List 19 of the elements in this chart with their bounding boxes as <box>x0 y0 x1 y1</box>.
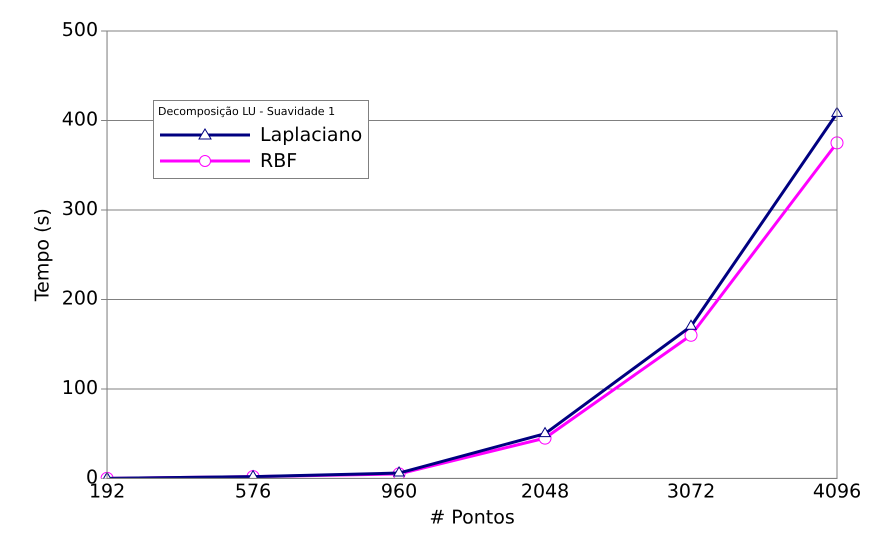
point <box>539 427 551 438</box>
x-tick-label: 960 <box>380 480 418 503</box>
y-tick-label: 200 <box>62 287 98 310</box>
x-tick-label: 4096 <box>812 480 862 503</box>
x-tick-label: 2048 <box>520 480 570 503</box>
y-tick-label: 100 <box>62 376 98 399</box>
y-tick-label: 400 <box>62 108 98 130</box>
y-tick-label: 500 <box>62 18 98 41</box>
point <box>684 328 698 342</box>
legend-label: Laplaciano <box>260 124 362 146</box>
x-axis-title: # Pontos <box>429 506 515 529</box>
y-axis-title: Tempo (s) <box>31 208 54 302</box>
legend-label: RBF <box>260 150 298 172</box>
point <box>830 136 844 150</box>
point <box>685 320 697 330</box>
x-tick-label: 576 <box>234 480 272 503</box>
y-tick-label: 300 <box>62 198 98 220</box>
x-tick-label: 3072 <box>666 480 716 503</box>
legend-title: Decomposição LU - Suavidade 1 <box>158 105 336 118</box>
